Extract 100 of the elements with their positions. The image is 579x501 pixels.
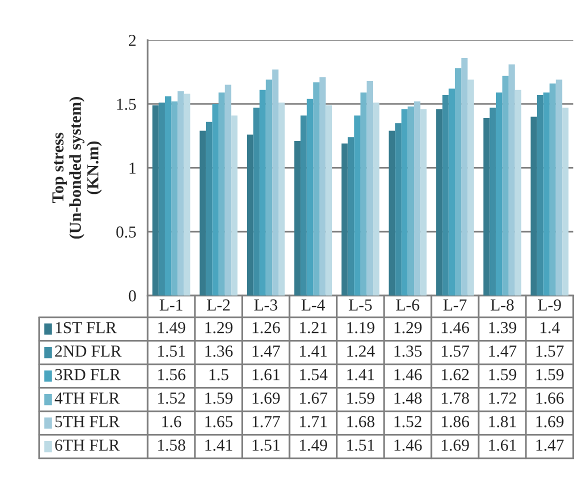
- data-label: 1.59: [536, 369, 564, 380]
- bar: [212, 104, 219, 296]
- data-label: 1.48: [394, 392, 422, 404]
- bar: [562, 108, 568, 296]
- bar: [508, 64, 515, 296]
- bar: [348, 137, 354, 296]
- x-tick-label: L-6: [396, 299, 420, 311]
- data-label: 1.29: [394, 322, 422, 334]
- data-label: 1.51: [252, 440, 280, 451]
- y-axis-title: Top stress (Un-bonded system) (KN.m): [52, 97, 102, 239]
- bar: [395, 123, 402, 296]
- y-tick-label: 0: [128, 290, 136, 302]
- bar: [253, 108, 260, 296]
- y-tick-label: 0.5: [116, 226, 136, 238]
- data-label: 1.57: [442, 346, 470, 357]
- y-tick-label: 2: [128, 34, 136, 46]
- data-label: 1.51: [158, 346, 185, 357]
- data-label: 1.46: [394, 369, 422, 380]
- bar: [490, 108, 496, 296]
- data-label: 1.26: [252, 322, 280, 334]
- bar: [171, 101, 178, 296]
- x-tick-label: L-1: [160, 299, 182, 310]
- bar: [224, 84, 232, 296]
- bar: [530, 116, 537, 296]
- data-label: 1.67: [300, 392, 328, 404]
- bar: [178, 91, 184, 296]
- x-tick-label: L-9: [538, 299, 561, 311]
- bar: [366, 80, 374, 296]
- x-tick-label: L-4: [302, 299, 325, 310]
- x-tick-label: L-8: [490, 299, 514, 311]
- bar: [272, 69, 278, 296]
- data-label: 1.49: [158, 322, 186, 334]
- bar: [408, 106, 414, 296]
- data-label: 1.66: [536, 392, 564, 404]
- y-tick-label: 1.5: [117, 98, 136, 110]
- bar: [436, 109, 442, 296]
- bar: [294, 141, 301, 296]
- bar: [260, 90, 266, 296]
- bar: [414, 101, 420, 296]
- y-tick-label: 1: [130, 162, 136, 174]
- data-label: 1.36: [205, 346, 233, 357]
- data-label: 1.61: [252, 369, 280, 380]
- bar: [468, 80, 474, 296]
- data-label: 1.62: [442, 369, 469, 380]
- bar: [306, 98, 314, 296]
- data-label: 1.49: [300, 440, 328, 451]
- bar: [550, 84, 556, 296]
- data-label: 1.51: [347, 440, 374, 451]
- data-label: 1.86: [442, 416, 470, 428]
- bar: [266, 80, 272, 296]
- data-label: 1.19: [347, 322, 374, 334]
- bar: [360, 92, 367, 296]
- data-label: 1.29: [205, 322, 232, 334]
- bar: [536, 95, 544, 296]
- data-label: 1.56: [158, 369, 186, 380]
- bar: [448, 88, 455, 296]
- data-label: 1.59: [489, 369, 516, 380]
- data-label: 1.81: [489, 416, 516, 428]
- legend-label: 4TH FLR: [54, 392, 120, 404]
- data-label: 1.41: [347, 369, 374, 380]
- data-label: 1.5: [210, 369, 228, 380]
- data-label: 1.59: [347, 392, 374, 404]
- bar: [543, 92, 550, 296]
- bar: [420, 109, 427, 296]
- data-label: 1.57: [536, 346, 564, 357]
- bar: [152, 105, 159, 296]
- legend-label: 2ND FLR: [55, 346, 122, 357]
- data-label: 1.6: [162, 416, 182, 428]
- bar: [184, 94, 190, 296]
- x-tick-label: L-3: [254, 299, 278, 311]
- bar: [496, 92, 502, 296]
- bar: [401, 109, 408, 296]
- bar: [354, 115, 360, 296]
- data-label: 1.47: [252, 346, 280, 357]
- bar: [206, 122, 212, 296]
- data-label: 1.47: [489, 346, 516, 357]
- data-label: 1.54: [300, 369, 328, 380]
- data-label: 1.47: [536, 440, 564, 451]
- bar: [514, 90, 522, 296]
- data-label: 1.69: [442, 440, 469, 451]
- legend-label: 5TH FLR: [55, 416, 120, 428]
- bar: [502, 76, 509, 296]
- bar: [246, 134, 254, 296]
- data-label: 1.69: [536, 416, 564, 428]
- bar: [461, 58, 468, 296]
- data-label: 1.72: [489, 392, 516, 404]
- data-label: 1.41: [205, 440, 232, 451]
- data-label: 1.71: [300, 416, 327, 428]
- x-tick-label: L-5: [348, 300, 372, 311]
- data-label: 1.61: [489, 440, 516, 451]
- bar: [218, 92, 225, 296]
- data-label: 1.46: [394, 440, 422, 451]
- x-tick-label: L-7: [443, 300, 467, 310]
- bar: [164, 96, 172, 296]
- bar: [442, 95, 449, 296]
- x-tick-label: L-2: [207, 299, 230, 310]
- data-label: 1.52: [394, 416, 422, 428]
- legend-label: 3RD FLR: [55, 369, 121, 380]
- bar: [556, 80, 562, 296]
- bar: [278, 102, 285, 296]
